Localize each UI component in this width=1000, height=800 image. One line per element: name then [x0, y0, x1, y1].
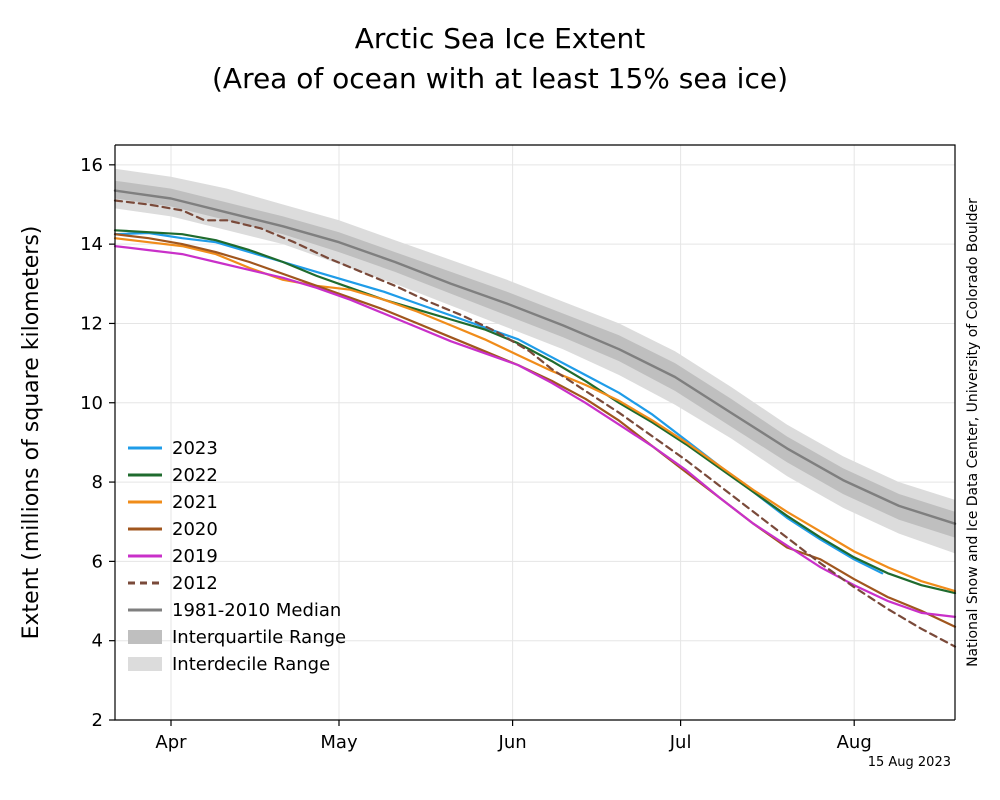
- legend: 2023 2022 2021 2020 2019 2012 1981-2010 Median…: [128, 438, 346, 675]
- x-tick-label: Jun: [498, 732, 527, 753]
- legend-label: 1981-2010 Median: [172, 600, 341, 621]
- chart-subtitle: (Area of ocean with at least 15% sea ice…: [212, 62, 788, 95]
- band-interdecile: [115, 169, 955, 554]
- legend-label: 2022: [172, 465, 218, 486]
- range-bands: [115, 169, 955, 554]
- band-interquartile: [115, 181, 955, 538]
- legend-label: Interdecile Range: [172, 654, 330, 675]
- legend-label: 2012: [172, 573, 218, 594]
- x-tick-label: Jul: [669, 732, 692, 753]
- chart-svg: Arctic Sea Ice Extent (Area of ocean wit…: [0, 0, 1000, 800]
- legend-label: 2019: [172, 546, 218, 567]
- data-series: [115, 201, 955, 647]
- legend-label: 2023: [172, 438, 218, 459]
- date-stamp: 15 Aug 2023: [868, 755, 951, 770]
- chart-container: Arctic Sea Ice Extent (Area of ocean wit…: [0, 0, 1000, 800]
- legend-label: 2020: [172, 519, 218, 540]
- line-y2022: [115, 230, 955, 593]
- y-tick-label: 10: [80, 393, 103, 414]
- legend-swatch: [128, 657, 162, 671]
- x-tick-label: May: [320, 732, 358, 753]
- x-tick-label: Apr: [155, 732, 187, 753]
- y-tick-label: 14: [80, 234, 103, 255]
- y-tick-label: 16: [80, 155, 103, 176]
- legend-label: 2021: [172, 492, 218, 513]
- legend-label: Interquartile Range: [172, 627, 346, 648]
- legend-swatch: [128, 630, 162, 644]
- y-tick-label: 2: [92, 710, 103, 731]
- chart-title: Arctic Sea Ice Extent: [355, 22, 646, 55]
- y-ticks: 2 4 6 8 10 12 14 16: [80, 155, 115, 731]
- y-axis-label: Extent (millions of square kilometers): [19, 226, 44, 640]
- x-tick-label: Aug: [837, 732, 872, 753]
- y-tick-label: 6: [92, 551, 103, 572]
- y-tick-label: 12: [80, 313, 103, 334]
- x-ticks: Apr May Jun Jul Aug: [155, 720, 871, 753]
- y-tick-label: 4: [92, 631, 103, 652]
- attribution: National Snow and Ice Data Center, Unive…: [965, 198, 981, 667]
- y-tick-label: 8: [92, 472, 103, 493]
